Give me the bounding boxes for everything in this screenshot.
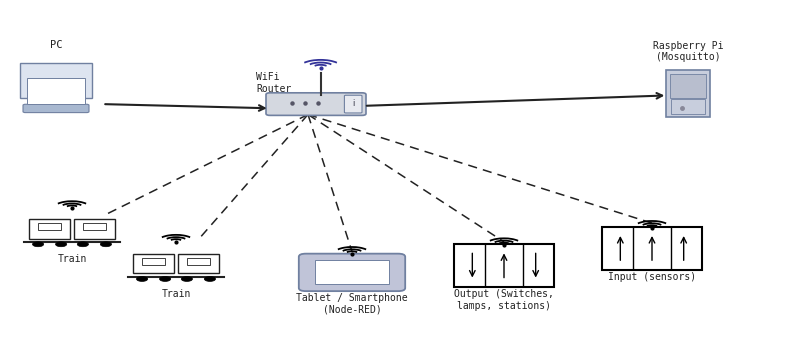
FancyBboxPatch shape xyxy=(670,74,706,98)
Text: i: i xyxy=(352,99,354,108)
FancyBboxPatch shape xyxy=(344,95,362,113)
FancyBboxPatch shape xyxy=(178,254,219,273)
Circle shape xyxy=(137,277,148,281)
FancyBboxPatch shape xyxy=(29,219,70,239)
Circle shape xyxy=(159,277,170,281)
FancyBboxPatch shape xyxy=(26,78,86,104)
Text: Train: Train xyxy=(162,289,190,299)
Circle shape xyxy=(78,242,89,247)
FancyBboxPatch shape xyxy=(314,261,390,284)
Text: Input (sensors): Input (sensors) xyxy=(608,272,696,282)
Circle shape xyxy=(55,242,66,247)
Text: PC: PC xyxy=(50,40,62,50)
Text: Raspberry Pi
(Mosquitto): Raspberry Pi (Mosquitto) xyxy=(653,41,723,62)
FancyBboxPatch shape xyxy=(23,104,89,113)
FancyBboxPatch shape xyxy=(38,223,61,230)
FancyBboxPatch shape xyxy=(187,258,210,265)
FancyBboxPatch shape xyxy=(20,63,93,98)
Text: Output (Switches,
lamps, stations): Output (Switches, lamps, stations) xyxy=(454,289,554,311)
FancyBboxPatch shape xyxy=(74,219,115,239)
FancyBboxPatch shape xyxy=(454,244,554,287)
Text: WiFi
Router: WiFi Router xyxy=(256,72,291,94)
Circle shape xyxy=(182,277,193,281)
Circle shape xyxy=(204,277,215,281)
FancyBboxPatch shape xyxy=(602,227,702,270)
FancyBboxPatch shape xyxy=(671,99,705,114)
Text: Train: Train xyxy=(58,254,86,264)
Text: Tablet / Smartphone
(Node-RED): Tablet / Smartphone (Node-RED) xyxy=(296,293,408,314)
FancyBboxPatch shape xyxy=(266,93,366,115)
FancyBboxPatch shape xyxy=(142,258,165,265)
FancyBboxPatch shape xyxy=(299,254,405,291)
FancyBboxPatch shape xyxy=(666,70,710,117)
Circle shape xyxy=(100,242,111,247)
FancyBboxPatch shape xyxy=(83,223,106,230)
FancyBboxPatch shape xyxy=(133,254,174,273)
Circle shape xyxy=(33,242,44,247)
